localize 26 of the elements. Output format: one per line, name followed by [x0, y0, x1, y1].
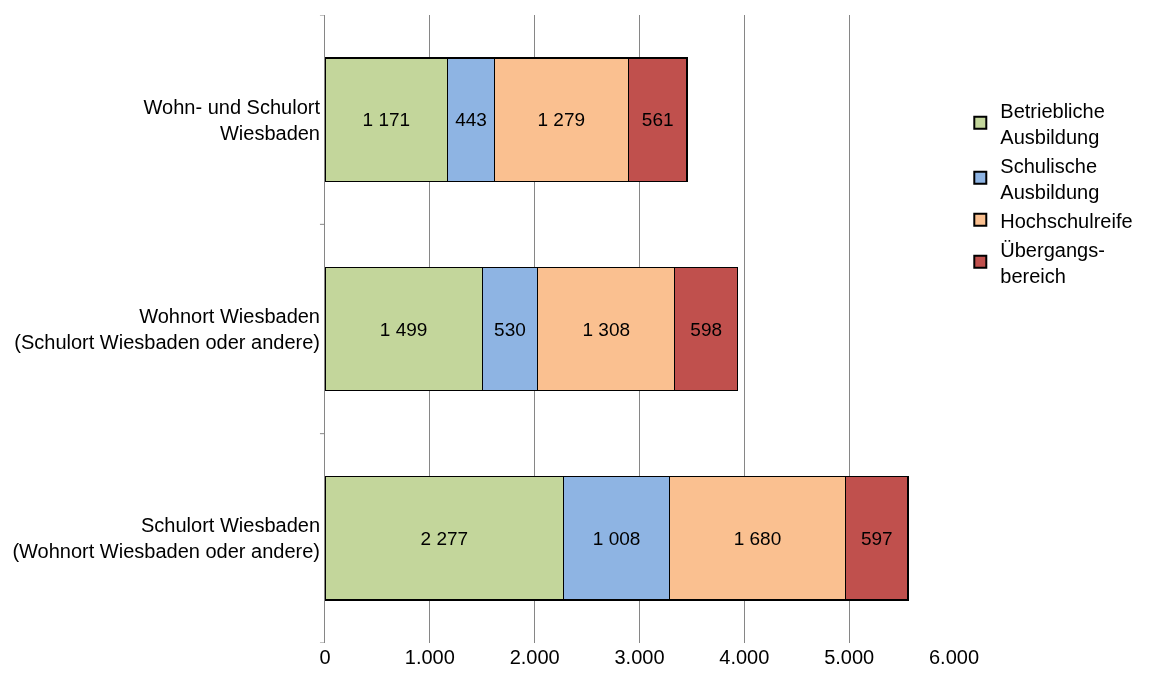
- data-label: 1 680: [733, 527, 782, 549]
- x-tick-label: 1.000: [404, 646, 455, 668]
- data-label: 2 277: [420, 527, 469, 549]
- x-tick-label: 3.000: [614, 646, 665, 668]
- legend-label: Schulische Ausbildung: [1000, 154, 1100, 203]
- legend-label: Übergangs-bereich: [1000, 238, 1105, 287]
- data-label: 1 308: [582, 318, 631, 340]
- legend-label: Hochschulreife: [1000, 209, 1133, 232]
- x-tick-label: 6.000: [928, 646, 980, 668]
- x-tick-label: 0: [319, 646, 331, 668]
- data-label: 598: [690, 318, 723, 340]
- data-label: 1 499: [379, 318, 428, 340]
- y-tick-label: Wohnort Wiesbaden (Schulort Wiesbaden oder andere): [14, 305, 320, 353]
- y-tick-label: Schulort Wiesbaden (Wohnort Wiesbaden oder andere): [12, 514, 320, 563]
- data-label: 561: [641, 109, 674, 131]
- x-tick-label: 4.000: [719, 646, 770, 668]
- data-label: 597: [860, 527, 893, 549]
- x-tick-label: 2.000: [509, 646, 560, 668]
- data-label: 1 279: [537, 109, 586, 131]
- data-label: 530: [494, 318, 526, 340]
- legend-label: Betriebliche Ausbildung: [1000, 99, 1105, 148]
- y-tick-label: Wohn- und Schulort Wiesbaden: [143, 95, 321, 144]
- data-label: 1 008: [592, 527, 641, 549]
- x-tick-label: 5.000: [824, 646, 875, 668]
- data-label: 443: [455, 109, 487, 131]
- data-label: 1 171: [362, 109, 411, 131]
